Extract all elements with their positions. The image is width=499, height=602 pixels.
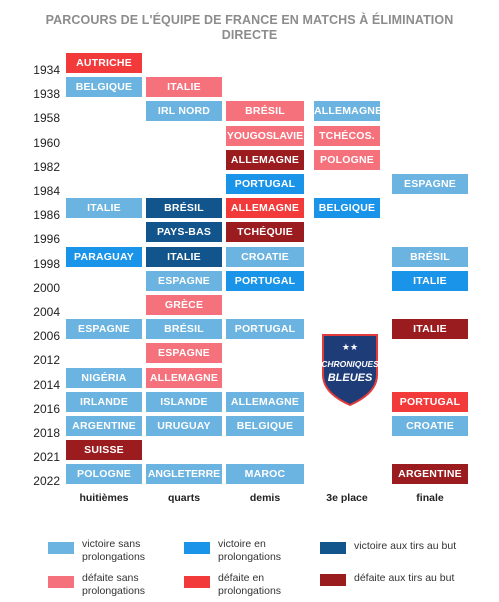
result-cell: CROATIE xyxy=(226,246,304,267)
year-label: 2012 xyxy=(33,353,60,368)
result-cell: POLOGNE xyxy=(314,149,380,170)
year-label: 2018 xyxy=(33,426,60,440)
legend-label: victoire sans prolongations xyxy=(82,538,146,563)
year-label: 2006 xyxy=(33,329,60,344)
result-cell: BRÉSIL xyxy=(226,101,304,122)
logo-line-2: BLEUES xyxy=(328,372,373,384)
result-cell: SUISSE xyxy=(66,440,142,461)
result-cell: PORTUGAL xyxy=(226,270,304,291)
year-label: 1958 xyxy=(33,111,60,126)
result-cell: BRÉSIL xyxy=(146,198,222,219)
column-label: huitièmes xyxy=(79,492,129,504)
result-cell: ALLEMAGNE xyxy=(314,101,380,122)
year-label: 1998 xyxy=(33,256,60,271)
result-cell: TCHÉCOS. xyxy=(314,125,380,146)
result-cell: IRLANDE xyxy=(66,391,142,412)
result-cell: ARGENTINE xyxy=(392,464,468,485)
result-cell: BELGIQUE xyxy=(226,416,304,436)
result-cell: BELGIQUE xyxy=(66,77,142,98)
chart-title-line-1: PARCOURS DE L'ÉQUIPE DE FRANCE EN MATCHS… xyxy=(45,13,454,27)
year-label: 1934 xyxy=(33,63,60,77)
result-cell: ISLANDE xyxy=(146,391,222,412)
legend-label: défaite en prolongations xyxy=(218,572,282,597)
chart-title-line-2: DIRECTE xyxy=(221,28,278,42)
result-cell: PAYS-BAS xyxy=(146,222,222,243)
result-cell: BELGIQUE xyxy=(314,198,380,219)
chroniques-bleues-logo: ★★ CHRONIQUES BLEUES xyxy=(321,334,379,407)
result-cell: ALLEMAGNE xyxy=(226,149,304,170)
year-label: 1960 xyxy=(33,135,60,150)
legend-swatch xyxy=(184,542,210,554)
result-cell: TCHÉQUIE xyxy=(226,222,304,243)
logo-line-1: CHRONIQUES xyxy=(321,359,379,369)
result-cell: ESPAGNE xyxy=(146,343,222,364)
result-cell: ITALIE xyxy=(146,77,222,98)
year-label: 2014 xyxy=(33,377,60,392)
year-label: 2004 xyxy=(33,305,60,319)
year-label: 1938 xyxy=(33,87,60,102)
year-label: 2000 xyxy=(33,280,60,295)
result-cell: BRÉSIL xyxy=(392,246,468,267)
result-cell: ARGENTINE xyxy=(66,416,142,436)
result-cell: ANGLETERRE xyxy=(146,464,222,485)
legend-label: victoire aux tirs au but xyxy=(354,540,457,552)
result-cell: ITALIE xyxy=(146,246,222,267)
result-cell: GRÈCE xyxy=(146,295,222,315)
result-cell: URUGUAY xyxy=(146,416,222,436)
result-cell: PORTUGAL xyxy=(392,391,468,412)
result-cell: PORTUGAL xyxy=(226,174,304,194)
result-cell: ESPAGNE xyxy=(146,270,222,291)
legend-swatch xyxy=(48,576,74,588)
column-label: finale xyxy=(416,492,444,504)
legend-swatch xyxy=(48,542,74,554)
result-cell: ALLEMAGNE xyxy=(226,391,304,412)
result-cell: ALLEMAGNE xyxy=(226,198,304,219)
result-cell: ITALIE xyxy=(66,198,142,219)
result-cell: CROATIE xyxy=(392,416,468,436)
year-label: 1996 xyxy=(33,232,60,247)
result-cell: YOUGOSLAVIE xyxy=(226,125,304,146)
year-label: 2016 xyxy=(33,401,60,416)
column-label: 3e place xyxy=(326,492,368,504)
legend-swatch xyxy=(320,542,346,554)
result-cell: ESPAGNE xyxy=(392,174,468,194)
results-grid: 1934 AUTRICHE 1938 BELGIQUE ITALIE 1958 IRL NO… xyxy=(33,53,468,504)
year-label: 1984 xyxy=(33,184,60,198)
legend-label: victoire en prolongations xyxy=(218,538,282,563)
result-cell: PORTUGAL xyxy=(226,319,304,340)
legend-label: défaite sans prolongations xyxy=(82,572,146,597)
result-cell: BRÉSIL xyxy=(146,319,222,340)
result-cell: ALLEMAGNE xyxy=(146,367,222,388)
year-label: 2022 xyxy=(33,474,60,489)
year-label: 1982 xyxy=(33,159,60,174)
logo-stars: ★★ xyxy=(342,343,358,353)
legend: victoire sans prolongations victoire en pro… xyxy=(0,530,499,600)
legend-swatch xyxy=(320,574,346,586)
column-label: demis xyxy=(249,492,281,504)
year-label: 2021 xyxy=(33,450,60,465)
result-cell: PARAGUAY xyxy=(66,246,142,267)
result-cell: IRL NORD xyxy=(146,101,222,122)
result-cell: ITALIE xyxy=(392,319,468,340)
year-label: 1986 xyxy=(33,208,60,223)
legend-swatch xyxy=(184,576,210,588)
result-cell: MAROC xyxy=(226,464,304,485)
legend-label: défaite aux tirs au but xyxy=(354,572,455,584)
result-cell: AUTRICHE xyxy=(66,53,142,73)
result-cell: POLOGNE xyxy=(66,464,142,485)
result-cell: ITALIE xyxy=(392,270,468,291)
result-cell: ESPAGNE xyxy=(66,319,142,340)
column-label: quarts xyxy=(167,492,201,504)
chart-title: PARCOURS DE L'ÉQUIPE DE FRANCE EN MATCHS… xyxy=(0,13,499,43)
result-cell: NIGÉRIA xyxy=(66,367,142,388)
